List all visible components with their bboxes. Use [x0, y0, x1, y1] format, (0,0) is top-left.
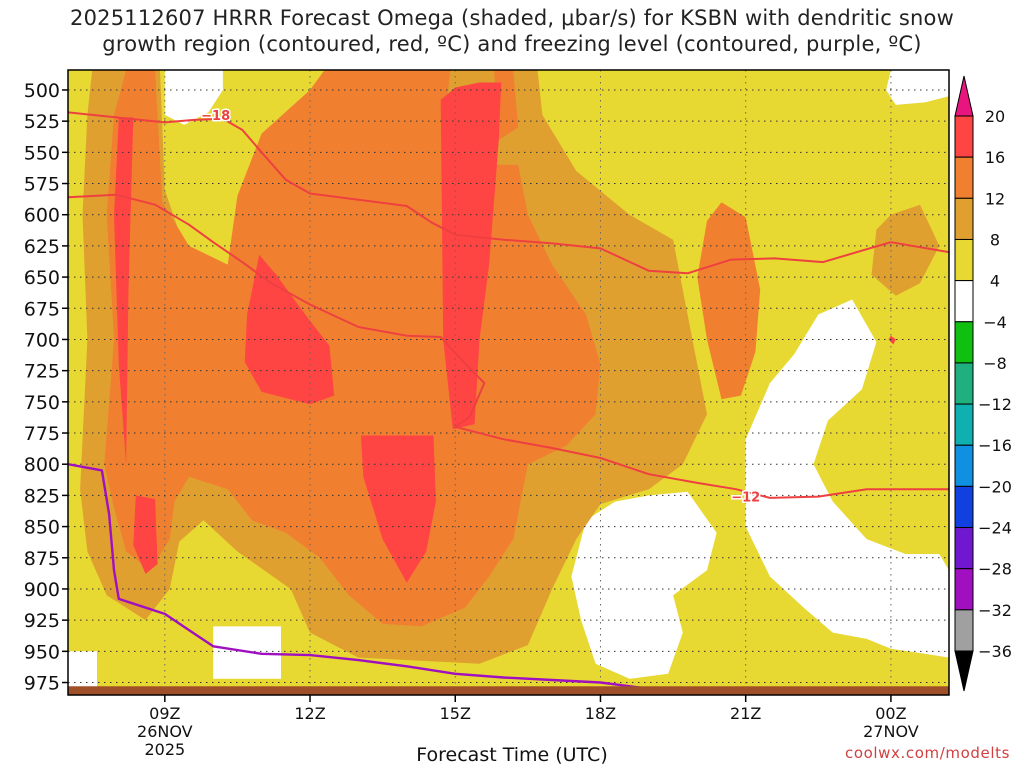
- contour-label-text-0: −18: [201, 109, 230, 124]
- omega-shaded-fields: [68, 70, 949, 695]
- y-tick-label-15: 875: [24, 548, 60, 570]
- colorbar: 20 16 12 8 4 −4 −8 −12 −16 −20 −24 −28 −32 −36: [954, 75, 1012, 692]
- colorbar-band-3: [954, 238, 974, 282]
- y-tick-label-12: 800: [24, 454, 60, 476]
- contour-line-1: [68, 193, 949, 499]
- omega-region-4-3: [440, 82, 502, 430]
- omega-region-4-5: [888, 335, 896, 345]
- colorbar-top-arrow: [954, 75, 974, 117]
- site-credit: coolwx.com/modelts: [845, 744, 1010, 762]
- terrain: [68, 686, 949, 695]
- y-tick-label-11: 775: [24, 423, 60, 445]
- x-tick-label-3: 18Z: [585, 704, 616, 723]
- contour-label-1: −12: [730, 489, 762, 507]
- omega-region-4-4: [360, 435, 436, 583]
- x-tick-label-0: 09Z 26NOV 2025: [137, 704, 193, 759]
- contour-label-text-1: −12: [731, 491, 760, 506]
- y-tick-label-8: 700: [24, 329, 60, 351]
- omega-region-4-0: [114, 117, 134, 465]
- chart-title-line-2: growth region (contoured, red, ºC) and f…: [102, 32, 922, 56]
- omega-region-1-1: [886, 70, 949, 105]
- colorbar-band-10: [954, 527, 974, 570]
- x-tick-label-5: 00Z 27NOV: [863, 704, 919, 741]
- colorbar-label-6: −8: [983, 354, 1007, 373]
- y-tick-label-6: 650: [24, 267, 60, 289]
- colorbar-label-1: 16: [985, 148, 1005, 167]
- omega-region-3-2: [697, 202, 761, 400]
- colorbar-band-1: [954, 156, 974, 199]
- plot-frame: [67, 69, 950, 696]
- colorbar-band-8: [954, 444, 974, 487]
- contour-line-2: [68, 463, 640, 689]
- colorbar-label-2: 12: [985, 189, 1005, 208]
- colorbar-label-13: −36: [978, 642, 1012, 661]
- y-tick-label-9: 725: [24, 361, 60, 383]
- x-axis-title: Forecast Time (UTC): [416, 744, 608, 766]
- colorbar-band-11: [954, 568, 974, 611]
- colorbar-band-4: [954, 280, 974, 323]
- colorbar-band-5: [954, 321, 974, 364]
- y-tick-label-3: 575: [24, 174, 60, 196]
- omega-region-4-1: [133, 495, 158, 574]
- colorbar-band-7: [954, 403, 974, 446]
- omega-region-1-0: [164, 70, 223, 125]
- y-tick-label-18: 950: [24, 641, 60, 663]
- colorbar-band-9: [954, 485, 974, 529]
- colorbar-label-11: −28: [978, 560, 1012, 579]
- y-tick-label-16: 900: [24, 579, 60, 601]
- y-tick-label-0: 500: [24, 80, 60, 102]
- contour-line-0: [68, 111, 949, 275]
- colorbar-band-12: [954, 609, 974, 652]
- x-tick-label-1: 12Z: [294, 704, 325, 723]
- colorbar-label-4: 4: [990, 272, 1000, 291]
- colorbar-label-5: −4: [983, 313, 1007, 332]
- contour-label-0: −18: [200, 107, 232, 125]
- omega-region-1-5: [68, 651, 97, 695]
- axes: 500 525 550 575 600 625 650 675 700 725 750 775 800 8…: [24, 80, 919, 759]
- colorbar-band-6: [954, 362, 974, 405]
- omega-region-1-2: [745, 299, 949, 658]
- x-tick-label-2: 15Z: [440, 704, 471, 723]
- colorbar-label-10: −24: [978, 519, 1012, 538]
- colorbar-label-12: −32: [978, 601, 1012, 620]
- colorbar-label-9: −20: [978, 477, 1012, 496]
- colorbar-band-2: [954, 197, 974, 240]
- y-tick-label-7: 675: [24, 298, 60, 320]
- y-tick-label-10: 750: [24, 392, 60, 414]
- y-tick-label-13: 825: [24, 485, 60, 507]
- colorbar-band-0: [954, 115, 974, 158]
- omega-region-2-1: [871, 204, 940, 296]
- colorbar-bottom-arrow: [954, 650, 974, 692]
- terrain-strip: [68, 686, 949, 695]
- y-tick-label-14: 850: [24, 517, 60, 539]
- chart-title-line-1: 2025112607 HRRR Forecast Omega (shaded, …: [70, 6, 954, 30]
- y-tick-label-19: 975: [24, 673, 60, 695]
- omega-region-1-3: [571, 491, 717, 679]
- omega-region-4-2: [244, 254, 335, 405]
- colorbar-label-3: 8: [990, 230, 1000, 249]
- colorbar-label-7: −12: [978, 395, 1012, 414]
- colorbar-label-0: 20: [985, 107, 1005, 126]
- grid: [68, 70, 949, 695]
- y-tick-label-4: 600: [24, 205, 60, 227]
- contours: −18 −12: [68, 107, 949, 689]
- y-tick-label-1: 525: [24, 111, 60, 133]
- y-tick-label-17: 925: [24, 610, 60, 632]
- colorbar-label-8: −16: [978, 436, 1012, 455]
- y-tick-label-2: 550: [24, 142, 60, 164]
- y-tick-label-5: 625: [24, 236, 60, 258]
- x-tick-label-4: 21Z: [730, 704, 761, 723]
